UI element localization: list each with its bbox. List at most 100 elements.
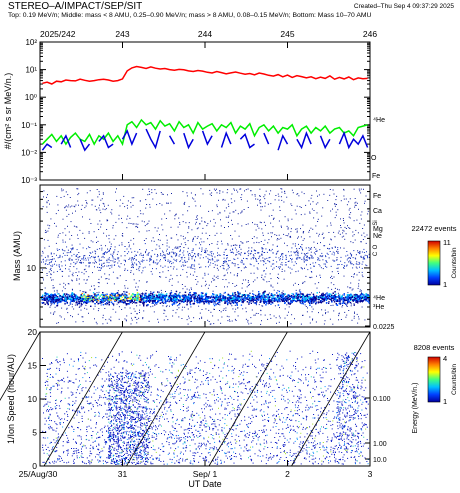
mass-event-point [354, 206, 356, 208]
mass-event-point [137, 227, 139, 228]
mass-event-point [219, 310, 220, 311]
mass-event-point [316, 250, 318, 252]
mass-event-point [348, 257, 350, 258]
mass-event-point [56, 300, 58, 302]
mass-event-point [257, 268, 259, 270]
mass-event-point [174, 247, 176, 249]
mass-event-point [180, 274, 182, 276]
mass-event-point [124, 302, 126, 304]
mass-event-point [96, 189, 98, 190]
mass-event-point [262, 257, 264, 259]
mass-event-point [142, 292, 143, 294]
mass-event-point [228, 316, 230, 318]
mass-event-point [311, 194, 313, 196]
mass-event-point [245, 267, 247, 268]
mass-event-point [193, 238, 194, 240]
mass-event-point [57, 293, 59, 295]
mass-event-point [178, 299, 180, 301]
mass-event-point [303, 238, 305, 240]
mass-event-point [142, 317, 144, 318]
mass-event-point [312, 319, 313, 321]
mass-event-point [130, 202, 132, 204]
mass-event-point [229, 212, 231, 214]
mass-event-point [279, 307, 280, 309]
mass-event-point [282, 293, 285, 295]
mass-event-point [42, 294, 44, 296]
mass-event-point [269, 193, 270, 195]
mass-event-point [79, 305, 81, 307]
mass-event-point [179, 246, 181, 248]
mass-event-point [104, 295, 106, 297]
mass-event-point [46, 300, 48, 302]
mass-event-point [303, 253, 305, 255]
mass-event-point [54, 299, 57, 301]
mass-event-point [143, 310, 145, 312]
mass-event-point [212, 279, 214, 281]
mass-event-point [199, 267, 201, 269]
mass-event-point [309, 297, 311, 299]
mass-event-point [182, 306, 184, 308]
mass-event-point [92, 298, 94, 300]
mass-event-point [114, 300, 116, 302]
mass-event-point [188, 206, 190, 208]
mass-event-point [367, 213, 369, 215]
mass-event-point [189, 303, 192, 306]
mass-event-point [54, 293, 56, 295]
mass-event-point [66, 254, 68, 256]
mass-event-point [127, 207, 128, 209]
mass-event-point [351, 254, 353, 256]
mass-event-point [241, 194, 243, 196]
mass-event-point [183, 203, 185, 205]
mass-event-point [219, 304, 221, 306]
mass-event-point [335, 293, 337, 295]
mass-event-point [268, 281, 270, 282]
mass-event-point [275, 299, 277, 301]
mass-event-point [186, 271, 188, 273]
mass-event-point [343, 293, 345, 295]
mass-event-point [92, 272, 93, 274]
mass-event-point [320, 242, 321, 244]
mass-event-point [320, 255, 322, 257]
mass-event-point [71, 292, 73, 294]
mass-event-point [225, 296, 227, 299]
mass-event-point [287, 235, 289, 237]
mass-event-point [110, 211, 112, 213]
mass-event-point [242, 242, 244, 244]
mass-event-point [47, 200, 49, 202]
mass-event-point [82, 216, 83, 218]
mass-event-point [81, 297, 83, 299]
mass-event-point [137, 251, 139, 253]
mass-event-point [177, 281, 179, 283]
mass-event-point [77, 313, 79, 315]
mass-event-point [285, 300, 288, 302]
mass-event-point [354, 312, 355, 314]
mass-event-point [353, 188, 355, 190]
mass-event-point [83, 279, 85, 281]
mass-event-point [75, 321, 77, 323]
mass-event-point [104, 205, 105, 207]
mass-event-point [263, 196, 265, 198]
mass-event-point [352, 242, 354, 244]
mass-event-point [156, 302, 158, 304]
mass-event-point [188, 222, 190, 224]
mass-event-point [69, 206, 71, 208]
mass-event-point [189, 302, 191, 304]
mass-event-point [71, 274, 73, 276]
mass-event-point [47, 224, 49, 226]
mass-event-point [247, 255, 249, 257]
mass-event-point [178, 316, 180, 318]
mass-event-point [340, 218, 341, 220]
mass-event-point [220, 322, 222, 324]
mass-event-point [228, 205, 230, 207]
mass-event-point [295, 289, 297, 291]
mass-event-point [307, 296, 309, 298]
mass-event-point [144, 225, 146, 227]
mass-event-point [47, 230, 49, 232]
mass-event-point [124, 296, 126, 298]
mass-event-point [173, 295, 175, 297]
mass-event-point [289, 303, 291, 305]
mass-event-point [152, 237, 154, 239]
mass-event-point [159, 299, 162, 301]
mass-event-point [363, 188, 364, 190]
mass-event-point [222, 191, 224, 193]
